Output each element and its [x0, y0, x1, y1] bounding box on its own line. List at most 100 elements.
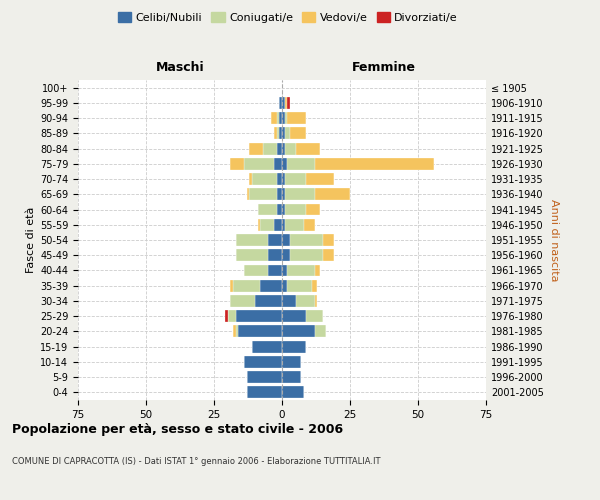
Bar: [287, 112, 307, 124]
Bar: [247, 188, 250, 200]
Text: COMUNE DI CAPRACOTTA (IS) - Dati ISTAT 1° gennaio 2006 - Elaborazione TUTTITALIA: COMUNE DI CAPRACOTTA (IS) - Dati ISTAT 1…: [12, 458, 380, 466]
Bar: [282, 340, 307, 352]
Bar: [257, 219, 260, 230]
Bar: [307, 310, 323, 322]
Bar: [282, 234, 290, 246]
Bar: [260, 219, 274, 230]
Bar: [247, 371, 282, 383]
Bar: [282, 264, 287, 276]
Bar: [238, 326, 282, 338]
Bar: [282, 250, 290, 261]
Bar: [285, 188, 314, 200]
Legend: Celibi/Nubili, Coniugati/e, Vedovi/e, Divorziati/e: Celibi/Nubili, Coniugati/e, Vedovi/e, Di…: [113, 8, 463, 28]
Bar: [323, 250, 334, 261]
Bar: [285, 112, 287, 124]
Bar: [287, 97, 290, 109]
Bar: [279, 112, 282, 124]
Bar: [274, 158, 282, 170]
Bar: [227, 310, 236, 322]
Bar: [307, 204, 320, 216]
Bar: [285, 219, 304, 230]
Bar: [279, 128, 282, 140]
Bar: [314, 158, 434, 170]
Bar: [230, 280, 233, 291]
Bar: [323, 234, 334, 246]
Bar: [271, 112, 277, 124]
Bar: [282, 142, 285, 154]
Text: Femmine: Femmine: [352, 61, 416, 74]
Bar: [260, 280, 282, 291]
Bar: [236, 326, 238, 338]
Bar: [263, 142, 277, 154]
Bar: [290, 250, 323, 261]
Bar: [250, 142, 263, 154]
Bar: [236, 310, 282, 322]
Bar: [244, 158, 274, 170]
Bar: [314, 326, 326, 338]
Bar: [277, 188, 282, 200]
Bar: [314, 295, 317, 307]
Bar: [233, 326, 236, 338]
Bar: [285, 97, 287, 109]
Bar: [290, 128, 307, 140]
Bar: [285, 204, 307, 216]
Bar: [225, 310, 227, 322]
Bar: [230, 158, 244, 170]
Bar: [304, 219, 314, 230]
Bar: [282, 386, 304, 398]
Bar: [244, 264, 268, 276]
Bar: [314, 264, 320, 276]
Bar: [277, 128, 279, 140]
Bar: [282, 128, 285, 140]
Text: Maschi: Maschi: [155, 61, 205, 74]
Bar: [268, 234, 282, 246]
Bar: [279, 97, 282, 109]
Bar: [312, 280, 317, 291]
Bar: [285, 142, 296, 154]
Bar: [290, 234, 323, 246]
Bar: [236, 234, 268, 246]
Bar: [285, 173, 307, 185]
Bar: [296, 295, 314, 307]
Bar: [233, 280, 260, 291]
Bar: [244, 356, 282, 368]
Bar: [282, 204, 285, 216]
Bar: [277, 112, 279, 124]
Bar: [296, 142, 320, 154]
Bar: [282, 295, 296, 307]
Bar: [257, 204, 277, 216]
Bar: [255, 295, 282, 307]
Bar: [268, 264, 282, 276]
Bar: [274, 128, 277, 140]
Bar: [282, 371, 301, 383]
Bar: [314, 188, 350, 200]
Bar: [250, 188, 277, 200]
Bar: [282, 158, 287, 170]
Bar: [307, 173, 334, 185]
Bar: [277, 173, 282, 185]
Bar: [282, 326, 314, 338]
Bar: [230, 295, 255, 307]
Y-axis label: Fasce di età: Fasce di età: [26, 207, 36, 273]
Bar: [282, 97, 285, 109]
Bar: [287, 280, 312, 291]
Bar: [274, 219, 282, 230]
Text: Popolazione per età, sesso e stato civile - 2006: Popolazione per età, sesso e stato civil…: [12, 422, 343, 436]
Bar: [247, 386, 282, 398]
Bar: [282, 188, 285, 200]
Bar: [268, 250, 282, 261]
Bar: [282, 112, 285, 124]
Bar: [285, 128, 290, 140]
Bar: [252, 173, 277, 185]
Bar: [252, 340, 282, 352]
Bar: [287, 264, 314, 276]
Bar: [282, 310, 307, 322]
Bar: [277, 142, 282, 154]
Bar: [282, 173, 285, 185]
Bar: [236, 250, 268, 261]
Bar: [287, 158, 314, 170]
Bar: [282, 356, 301, 368]
Bar: [282, 219, 285, 230]
Bar: [282, 280, 287, 291]
Bar: [277, 204, 282, 216]
